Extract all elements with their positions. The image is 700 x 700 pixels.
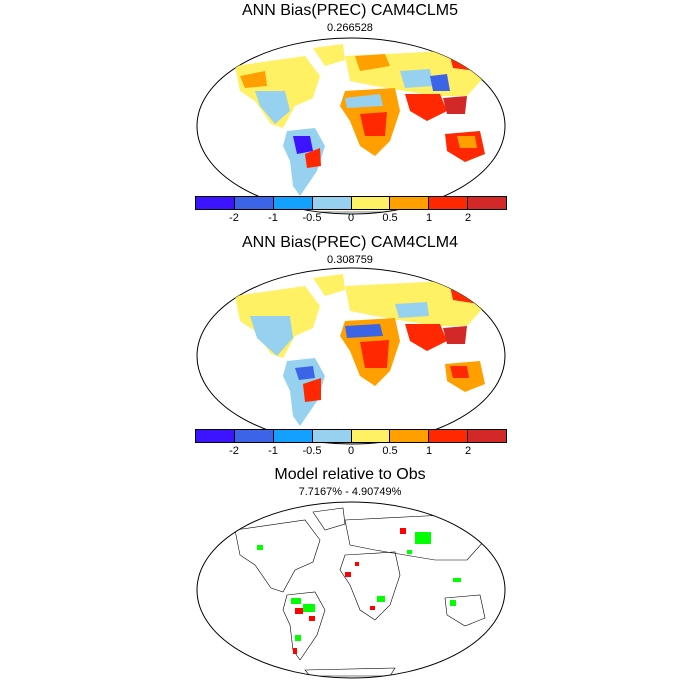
colorbar-swatch xyxy=(390,197,430,209)
north-america-sub xyxy=(250,316,293,356)
better-cell xyxy=(257,545,263,550)
colorbar-tick-label: -0.5 xyxy=(302,445,322,457)
significance-markers xyxy=(257,528,461,654)
colorbar-swatch xyxy=(234,430,274,442)
better-cell xyxy=(377,596,385,602)
panel-1-subtitle: 0.266528 xyxy=(327,22,373,34)
colorbar-tick-label: 1 xyxy=(425,445,433,457)
colorbar-swatch xyxy=(468,197,506,209)
colorbar-swatch xyxy=(312,430,352,442)
south-america-region xyxy=(283,128,325,196)
colorbar-tick-label: 1 xyxy=(425,212,433,224)
eurasia-sub xyxy=(355,54,390,71)
panel-2-title: ANN Bias(PREC) CAM4CLM4 xyxy=(241,234,459,251)
colorbar-swatch xyxy=(312,197,352,209)
colorbar-tick-label: 0 xyxy=(347,445,355,457)
worse-cell xyxy=(355,562,359,566)
southeast-asia-region xyxy=(443,326,467,344)
panel-1-colorbar-ticks: -2 -1 -0.5 0 0.5 1 2 xyxy=(195,212,507,226)
africa-sub xyxy=(345,324,383,338)
colorbar-tick-label: 0.5 xyxy=(382,212,398,224)
colorbar-swatch xyxy=(390,430,430,442)
colorbar-swatch xyxy=(196,197,235,209)
colorbar-tick-label: 2 xyxy=(464,445,472,457)
colorbar-tick-label: -0.5 xyxy=(302,212,322,224)
colorbar-tick-label: -2 xyxy=(229,445,239,457)
north-america-sub xyxy=(240,71,267,88)
worse-cell xyxy=(309,616,315,621)
colorbar-tick-label: 0 xyxy=(347,212,355,224)
south-asia-region xyxy=(405,324,447,351)
greenland-region xyxy=(313,44,345,66)
colorbar-tick-label: -1 xyxy=(268,212,278,224)
africa-sub xyxy=(360,340,389,368)
south-america-sub xyxy=(305,148,321,168)
better-cell xyxy=(291,598,301,604)
eurasia-sub xyxy=(430,74,450,91)
africa-sub xyxy=(360,112,387,136)
colorbar-tick-label: -2 xyxy=(229,212,239,224)
australia-outline xyxy=(444,594,486,627)
north-america-outline xyxy=(234,519,321,593)
worse-cell xyxy=(370,606,375,610)
southeast-asia-region xyxy=(443,96,467,114)
australia-sub xyxy=(450,366,469,378)
colorbar-tick-label: 2 xyxy=(464,212,472,224)
panel-2-colorbar xyxy=(195,429,507,443)
better-cell xyxy=(453,578,461,582)
better-cell xyxy=(450,600,456,606)
worse-cell xyxy=(295,608,303,614)
africa-sub xyxy=(345,94,383,108)
africa-outline xyxy=(339,551,401,621)
panel-3-subtitle: 7.7167% - 4.90749% xyxy=(298,486,402,498)
greenland-outline xyxy=(312,507,346,531)
better-cell xyxy=(295,635,301,641)
colorbar-swatch xyxy=(351,430,391,442)
south-america-sub xyxy=(295,366,315,380)
north-america-sub xyxy=(255,91,290,124)
bias-field xyxy=(235,44,485,213)
worse-cell xyxy=(400,528,406,534)
south-america-sub xyxy=(303,378,321,402)
colorbar-swatch xyxy=(196,430,235,442)
greenland-region xyxy=(313,274,345,296)
worse-cell xyxy=(345,572,351,577)
panel-2-colorbar-ticks: -2 -1 -0.5 0 0.5 1 2 xyxy=(195,445,507,459)
colorbar-swatch xyxy=(273,197,313,209)
australia-sub xyxy=(457,136,477,148)
panel-1-title: ANN Bias(PREC) CAM4CLM5 xyxy=(241,2,459,19)
colorbar-tick-label: -1 xyxy=(268,445,278,457)
colorbar-tick-label: 0.5 xyxy=(382,445,398,457)
south-america-sub xyxy=(293,136,313,154)
panel-2-subtitle: 0.308759 xyxy=(327,254,373,266)
eurasia-sub xyxy=(395,302,429,318)
panel-3-title: Model relative to Obs xyxy=(274,466,426,483)
colorbar-swatch xyxy=(273,430,313,442)
better-cell xyxy=(407,550,412,554)
map-frame xyxy=(196,501,506,679)
better-cell xyxy=(415,532,431,544)
eurasia-sub xyxy=(400,69,433,88)
panel-2-map xyxy=(196,267,506,445)
south-america-outline xyxy=(282,591,326,661)
better-cell xyxy=(303,604,315,612)
colorbar-swatch xyxy=(234,197,274,209)
colorbar-swatch xyxy=(351,197,391,209)
panel-1-map xyxy=(196,37,506,215)
colorbar-swatch xyxy=(429,197,469,209)
panel-1-colorbar xyxy=(195,196,507,210)
colorbar-swatch xyxy=(468,430,506,442)
south-asia-region xyxy=(405,94,447,121)
panel-3-map xyxy=(196,501,506,679)
worse-cell xyxy=(293,648,297,654)
colorbar-swatch xyxy=(429,430,469,442)
